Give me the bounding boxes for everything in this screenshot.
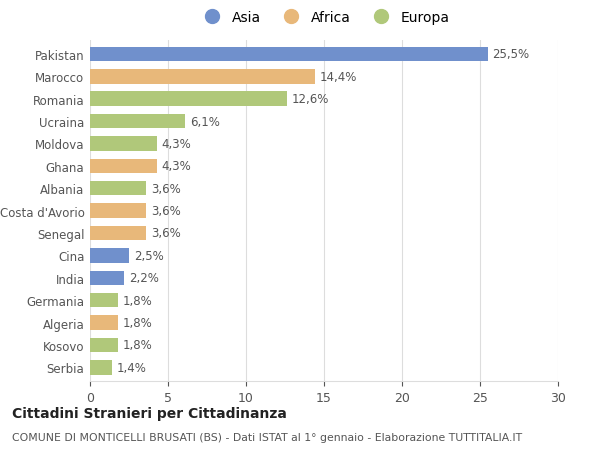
Text: 3,6%: 3,6%	[151, 205, 181, 218]
Text: 1,8%: 1,8%	[123, 316, 152, 330]
Bar	[90, 70, 314, 84]
Text: 2,5%: 2,5%	[134, 249, 163, 262]
Bar	[90, 316, 118, 330]
Bar	[90, 226, 146, 241]
Text: 25,5%: 25,5%	[493, 48, 530, 61]
Text: 4,3%: 4,3%	[162, 138, 191, 151]
Text: 12,6%: 12,6%	[291, 93, 329, 106]
Bar	[90, 271, 124, 285]
Text: 4,3%: 4,3%	[162, 160, 191, 173]
Text: 1,8%: 1,8%	[123, 339, 152, 352]
Text: 14,4%: 14,4%	[319, 71, 356, 84]
Text: Cittadini Stranieri per Cittadinanza: Cittadini Stranieri per Cittadinanza	[12, 406, 287, 420]
Text: 1,8%: 1,8%	[123, 294, 152, 307]
Text: 3,6%: 3,6%	[151, 182, 181, 195]
Text: 3,6%: 3,6%	[151, 227, 181, 240]
Bar	[90, 92, 287, 106]
Bar	[90, 293, 118, 308]
Text: 2,2%: 2,2%	[129, 272, 159, 285]
Bar	[90, 204, 146, 218]
Bar	[90, 137, 157, 151]
Text: 6,1%: 6,1%	[190, 115, 220, 128]
Bar	[90, 114, 185, 129]
Bar	[90, 181, 146, 196]
Bar	[90, 159, 157, 174]
Bar	[90, 47, 488, 62]
Legend: Asia, Africa, Europa: Asia, Africa, Europa	[199, 11, 449, 25]
Text: COMUNE DI MONTICELLI BRUSATI (BS) - Dati ISTAT al 1° gennaio - Elaborazione TUTT: COMUNE DI MONTICELLI BRUSATI (BS) - Dati…	[12, 432, 522, 442]
Bar	[90, 360, 112, 375]
Text: 1,4%: 1,4%	[116, 361, 146, 374]
Bar	[90, 249, 129, 263]
Bar	[90, 338, 118, 353]
